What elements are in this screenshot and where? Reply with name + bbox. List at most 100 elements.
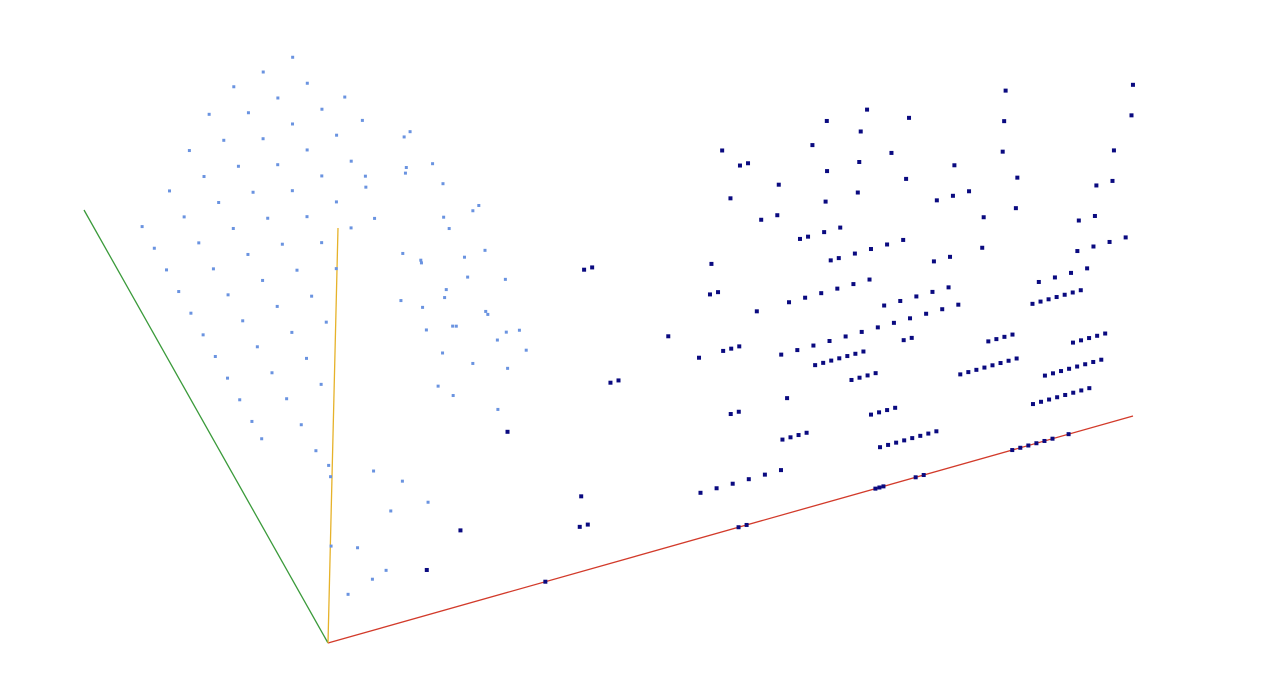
data-point <box>867 277 872 282</box>
data-point <box>335 133 339 137</box>
data-point <box>503 277 507 281</box>
data-point <box>877 485 882 490</box>
data-point <box>1091 359 1096 364</box>
data-point <box>744 522 749 527</box>
data-point <box>1062 292 1067 297</box>
data-point <box>290 189 294 193</box>
data-point <box>836 256 841 261</box>
data-point <box>889 150 894 155</box>
data-point <box>956 302 961 307</box>
data-point <box>1129 113 1134 118</box>
data-point <box>780 437 785 442</box>
data-point <box>222 138 226 142</box>
data-point <box>898 298 903 303</box>
data-point <box>776 182 781 187</box>
data-point <box>1085 266 1090 271</box>
data-point <box>1047 397 1052 402</box>
data-point <box>1075 364 1080 369</box>
data-point <box>451 324 455 328</box>
data-point <box>1075 249 1080 254</box>
data-point <box>835 286 840 291</box>
data-point <box>934 429 939 434</box>
data-point <box>402 135 406 139</box>
data-point <box>419 261 423 265</box>
data-point <box>319 382 323 386</box>
data-point <box>329 475 333 479</box>
data-point <box>845 354 850 359</box>
data-point <box>754 309 759 314</box>
data-point <box>819 291 824 296</box>
data-point <box>827 339 832 343</box>
data-point <box>608 380 613 385</box>
data-point <box>1066 432 1071 437</box>
data-point <box>280 242 284 246</box>
data-point <box>1030 402 1035 407</box>
data-point <box>1002 334 1007 339</box>
data-point <box>981 215 986 220</box>
data-point <box>982 365 987 370</box>
data-point <box>1018 445 1023 450</box>
data-point <box>730 481 735 486</box>
data-point <box>1079 338 1084 343</box>
data-point <box>785 396 790 401</box>
data-point <box>901 338 906 343</box>
data-point <box>517 328 521 332</box>
data-point <box>707 292 712 297</box>
data-point <box>261 278 265 282</box>
data-point <box>329 544 333 548</box>
data-point <box>948 254 953 259</box>
data-point <box>926 431 931 436</box>
data-point <box>255 345 259 349</box>
data-point <box>861 349 866 354</box>
data-point <box>823 199 828 204</box>
data-point <box>714 486 719 491</box>
data-point <box>477 203 481 207</box>
data-point <box>994 337 999 342</box>
data-point <box>813 363 818 368</box>
y-axis <box>83 209 329 644</box>
data-point <box>275 304 279 308</box>
data-point <box>431 162 435 166</box>
data-point <box>737 163 742 168</box>
data-point <box>403 171 407 175</box>
data-point <box>1070 290 1075 295</box>
data-point <box>1071 390 1076 395</box>
data-point <box>291 122 295 126</box>
data-point <box>950 193 955 198</box>
data-point <box>811 343 816 348</box>
data-point <box>721 348 726 353</box>
data-point <box>930 289 935 294</box>
data-point <box>865 107 870 112</box>
data-point <box>1015 175 1020 180</box>
data-point <box>1054 295 1059 300</box>
data-point <box>1000 149 1005 154</box>
data-point <box>524 348 528 352</box>
data-point <box>370 577 374 581</box>
data-point <box>907 115 912 120</box>
data-point <box>1103 331 1108 336</box>
data-point <box>213 354 217 358</box>
data-point <box>822 230 827 235</box>
data-point <box>483 248 487 252</box>
data-point <box>855 190 860 195</box>
data-point <box>843 334 848 339</box>
data-point <box>285 397 289 401</box>
data-point <box>231 226 235 230</box>
data-point <box>967 189 972 194</box>
data-point <box>1038 299 1043 304</box>
data-point <box>746 477 751 482</box>
data-point <box>1067 366 1072 371</box>
data-point <box>859 329 864 334</box>
data-point <box>266 216 270 220</box>
data-point <box>187 149 191 153</box>
data-point <box>226 376 230 380</box>
data-point <box>182 215 186 219</box>
data-point <box>1087 336 1092 341</box>
data-point <box>737 344 742 349</box>
data-point <box>238 398 242 402</box>
data-point <box>821 360 826 365</box>
data-point <box>921 473 926 478</box>
data-point <box>803 295 808 300</box>
data-point <box>305 356 308 360</box>
data-point <box>788 435 793 440</box>
